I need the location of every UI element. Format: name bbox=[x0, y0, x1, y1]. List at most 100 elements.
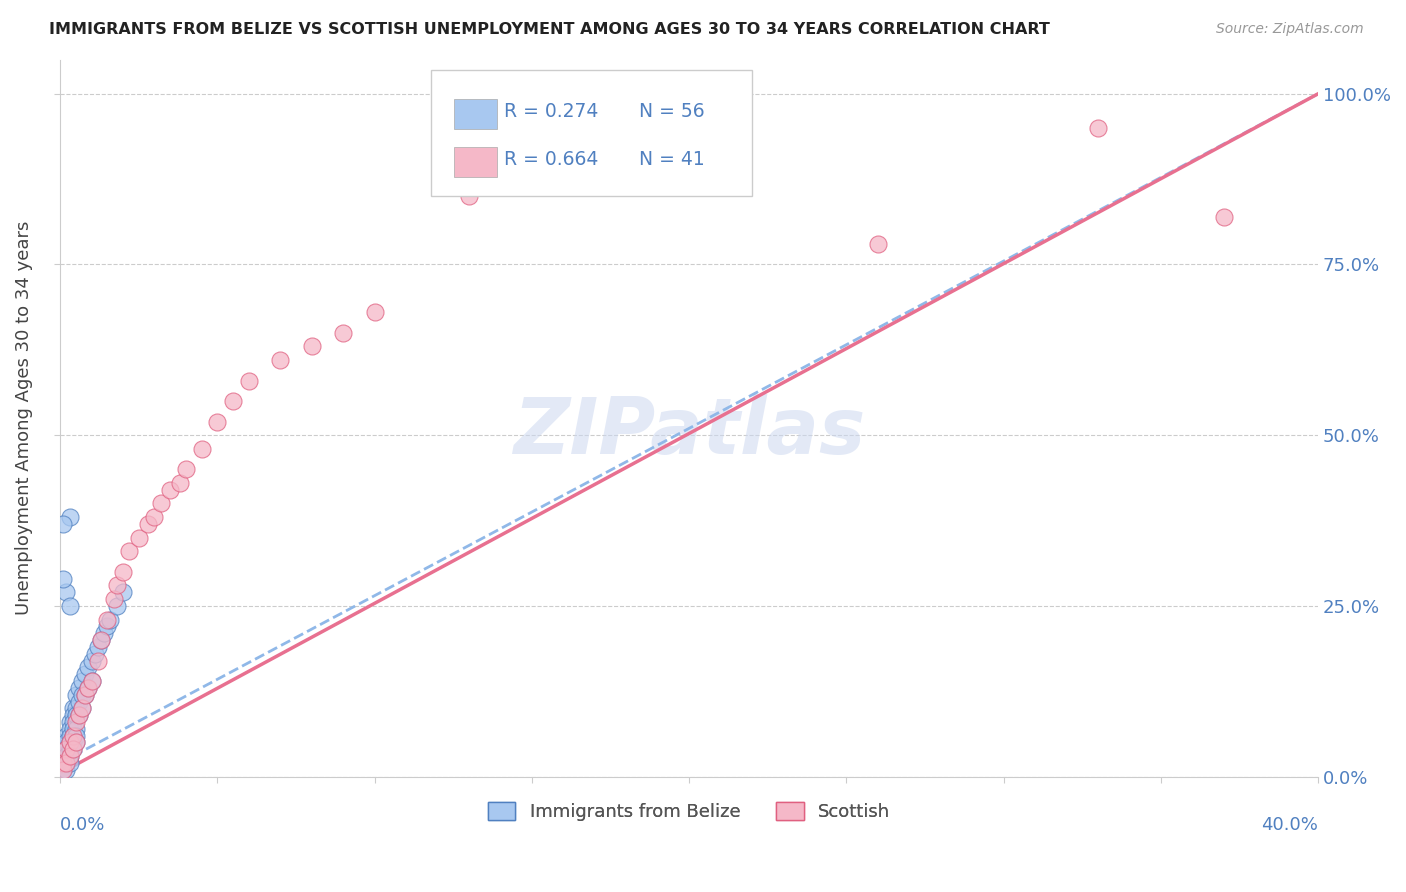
Point bbox=[52, 742, 75, 756]
Point bbox=[67, 708, 90, 723]
Point bbox=[174, 462, 197, 476]
Point bbox=[55, 749, 77, 764]
Point bbox=[90, 633, 112, 648]
Point bbox=[52, 735, 75, 749]
Point bbox=[96, 613, 118, 627]
Point bbox=[105, 578, 128, 592]
Point bbox=[55, 763, 77, 777]
Point bbox=[75, 688, 97, 702]
Point bbox=[159, 483, 181, 497]
Point bbox=[52, 763, 75, 777]
Point bbox=[128, 531, 150, 545]
Point bbox=[58, 756, 80, 770]
Point bbox=[62, 735, 84, 749]
Point bbox=[75, 667, 97, 681]
Point bbox=[55, 756, 77, 770]
Text: R = 0.274: R = 0.274 bbox=[505, 103, 599, 121]
Text: N = 56: N = 56 bbox=[638, 103, 704, 121]
Text: N = 41: N = 41 bbox=[638, 151, 704, 169]
Point bbox=[67, 681, 90, 695]
Point bbox=[75, 688, 97, 702]
Point bbox=[93, 626, 115, 640]
Point bbox=[1212, 210, 1234, 224]
Point bbox=[65, 688, 87, 702]
Point bbox=[169, 475, 191, 490]
Point bbox=[55, 729, 77, 743]
FancyBboxPatch shape bbox=[454, 147, 496, 178]
Point bbox=[143, 510, 166, 524]
Point bbox=[65, 701, 87, 715]
Point bbox=[332, 326, 354, 340]
Point bbox=[80, 673, 103, 688]
Point bbox=[87, 654, 110, 668]
Point bbox=[87, 640, 110, 654]
Point bbox=[269, 353, 291, 368]
Point bbox=[62, 742, 84, 756]
Point bbox=[111, 565, 134, 579]
Point bbox=[77, 681, 100, 695]
Text: ZIPatlas: ZIPatlas bbox=[513, 394, 865, 470]
Point bbox=[238, 374, 260, 388]
Point bbox=[58, 729, 80, 743]
Point bbox=[58, 510, 80, 524]
Text: Source: ZipAtlas.com: Source: ZipAtlas.com bbox=[1216, 22, 1364, 37]
Point bbox=[80, 654, 103, 668]
Point bbox=[83, 647, 105, 661]
Point bbox=[111, 585, 134, 599]
Text: IMMIGRANTS FROM BELIZE VS SCOTTISH UNEMPLOYMENT AMONG AGES 30 TO 34 YEARS CORREL: IMMIGRANTS FROM BELIZE VS SCOTTISH UNEMP… bbox=[49, 22, 1050, 37]
FancyBboxPatch shape bbox=[454, 99, 496, 129]
Point bbox=[58, 749, 80, 764]
Point bbox=[77, 681, 100, 695]
Point bbox=[58, 714, 80, 729]
Point bbox=[1087, 120, 1109, 135]
Point bbox=[52, 756, 75, 770]
Point bbox=[866, 237, 889, 252]
Point bbox=[55, 756, 77, 770]
Point bbox=[67, 694, 90, 708]
FancyBboxPatch shape bbox=[432, 70, 752, 196]
Point bbox=[58, 722, 80, 736]
Point bbox=[58, 735, 80, 749]
Point bbox=[70, 688, 93, 702]
Point bbox=[90, 633, 112, 648]
Point bbox=[55, 742, 77, 756]
Legend: Immigrants from Belize, Scottish: Immigrants from Belize, Scottish bbox=[481, 795, 897, 829]
Point bbox=[65, 708, 87, 723]
Point bbox=[62, 708, 84, 723]
Y-axis label: Unemployment Among Ages 30 to 34 years: Unemployment Among Ages 30 to 34 years bbox=[15, 221, 32, 615]
Point bbox=[149, 496, 172, 510]
Point bbox=[190, 442, 212, 456]
Point bbox=[136, 516, 159, 531]
Point bbox=[58, 735, 80, 749]
Point bbox=[103, 592, 125, 607]
Point bbox=[65, 735, 87, 749]
Point bbox=[70, 701, 93, 715]
Point bbox=[96, 619, 118, 633]
Point bbox=[70, 701, 93, 715]
Point bbox=[52, 763, 75, 777]
Point bbox=[58, 749, 80, 764]
Point bbox=[58, 599, 80, 613]
Point bbox=[52, 756, 75, 770]
Point bbox=[62, 714, 84, 729]
Point bbox=[58, 742, 80, 756]
Point bbox=[80, 673, 103, 688]
Point bbox=[67, 708, 90, 723]
Point bbox=[77, 660, 100, 674]
Point bbox=[55, 742, 77, 756]
Text: 40.0%: 40.0% bbox=[1261, 816, 1319, 834]
Point bbox=[363, 305, 385, 319]
Point bbox=[52, 572, 75, 586]
Point bbox=[65, 714, 87, 729]
Point bbox=[62, 729, 84, 743]
Point bbox=[105, 599, 128, 613]
Point bbox=[52, 749, 75, 764]
Point bbox=[118, 544, 141, 558]
Point bbox=[207, 415, 229, 429]
Point bbox=[458, 189, 481, 203]
Text: 0.0%: 0.0% bbox=[60, 816, 105, 834]
Point bbox=[70, 673, 93, 688]
Point bbox=[52, 516, 75, 531]
Point bbox=[55, 735, 77, 749]
Point bbox=[62, 742, 84, 756]
